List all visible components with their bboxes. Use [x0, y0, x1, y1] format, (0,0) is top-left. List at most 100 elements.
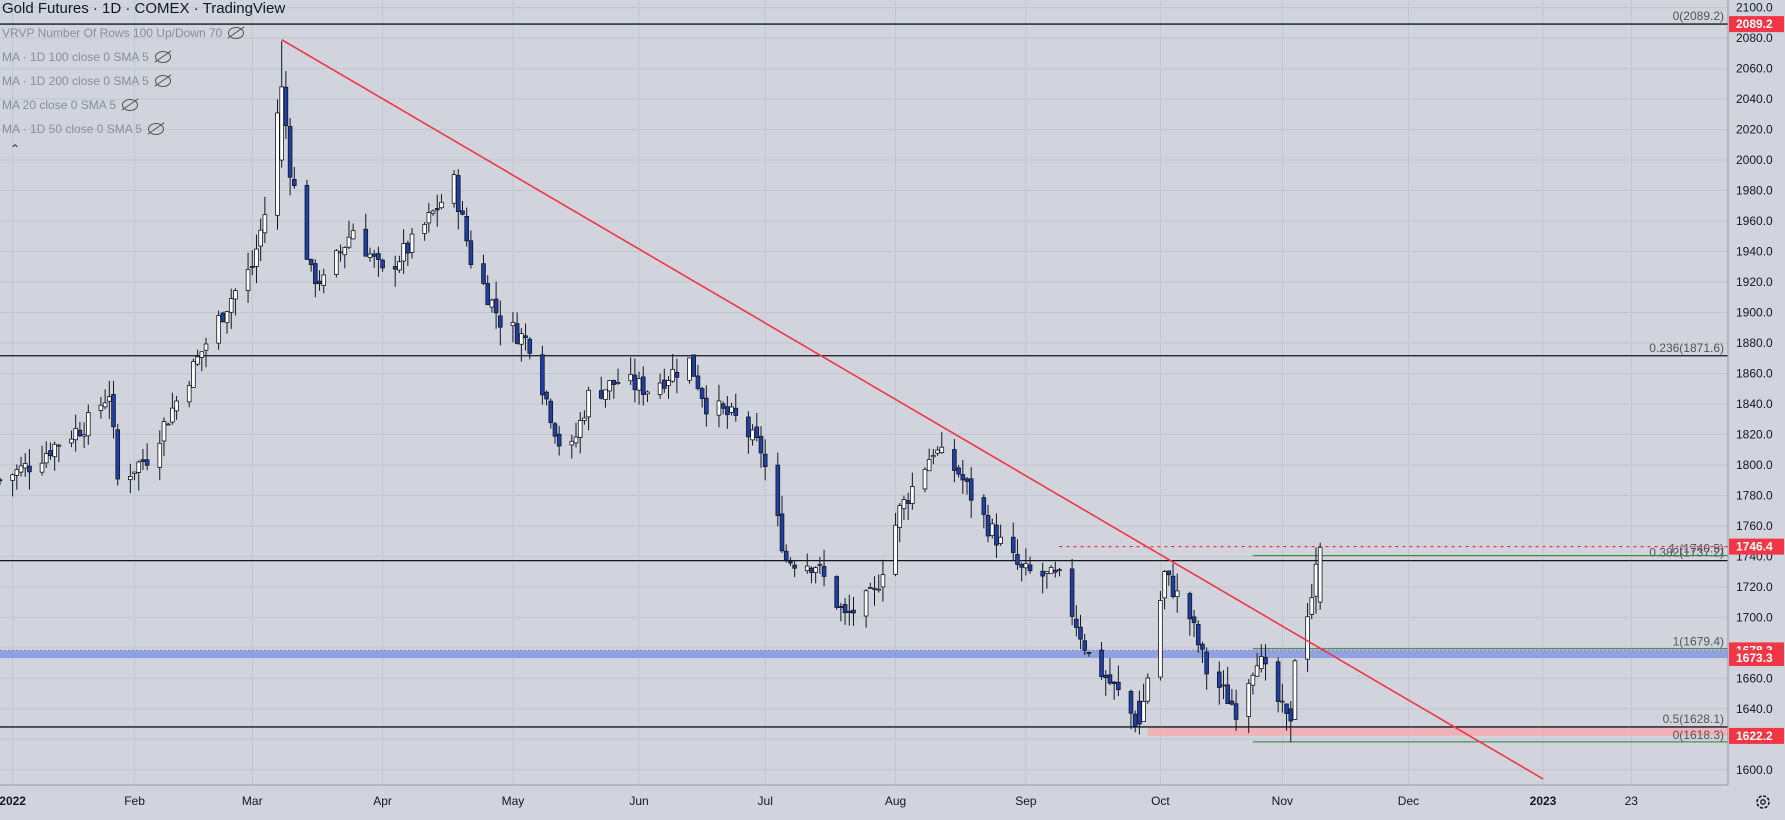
candle-up[interactable] — [657, 382, 663, 395]
candle-down[interactable] — [115, 429, 121, 480]
candle-down[interactable] — [405, 242, 411, 254]
candle-up[interactable] — [750, 429, 755, 441]
candle-up[interactable] — [817, 563, 823, 566]
candle-down[interactable] — [27, 465, 32, 473]
candle-down[interactable] — [144, 459, 150, 466]
candle-up[interactable] — [1048, 567, 1054, 575]
candle-up[interactable] — [191, 361, 196, 388]
candle-down[interactable] — [220, 312, 226, 322]
candle-down[interactable] — [283, 86, 289, 127]
indicator-ma-50[interactable]: MA · 1D 50 close 0 SMA 5 — [2, 122, 165, 136]
candle-down[interactable] — [994, 524, 999, 546]
candle-down[interactable] — [1116, 681, 1121, 691]
candle-down[interactable] — [746, 416, 751, 438]
candle-up[interactable] — [136, 461, 142, 473]
candle-down[interactable] — [704, 397, 709, 415]
candle-up[interactable] — [1259, 656, 1264, 670]
candle-up[interactable] — [102, 402, 108, 408]
candle-down[interactable] — [1086, 651, 1092, 654]
candle-down[interactable] — [1195, 623, 1201, 646]
candle-up[interactable] — [813, 567, 818, 573]
candle-up[interactable] — [901, 499, 907, 510]
candle-up[interactable] — [439, 201, 444, 209]
candle-up[interactable] — [258, 229, 263, 247]
candle-down[interactable] — [468, 240, 474, 266]
candle-up[interactable] — [1250, 674, 1256, 686]
candle-down[interactable] — [695, 375, 701, 389]
candle-up[interactable] — [804, 565, 810, 572]
candle-down[interactable] — [1069, 568, 1075, 617]
candle-down[interactable] — [725, 406, 730, 416]
candle-down[interactable] — [548, 400, 554, 424]
price-tag[interactable] — [1729, 650, 1784, 667]
candle-up[interactable] — [573, 436, 579, 444]
candle-up[interactable] — [876, 588, 882, 591]
candle-up[interactable] — [409, 233, 415, 253]
candle-up[interactable] — [98, 404, 104, 411]
candle-up[interactable] — [586, 389, 591, 418]
candle-up[interactable] — [603, 389, 608, 400]
candle-up[interactable] — [582, 417, 587, 421]
candle-down[interactable] — [964, 478, 970, 482]
candle-up[interactable] — [132, 471, 137, 475]
candle-down[interactable] — [632, 374, 638, 391]
candle-down[interactable] — [720, 403, 726, 409]
candle-down[interactable] — [842, 604, 848, 614]
candle-down[interactable] — [956, 467, 961, 475]
candle-down[interactable] — [754, 426, 760, 438]
price-tag[interactable] — [1729, 16, 1784, 33]
candle-down[interactable] — [674, 371, 680, 378]
candle-down[interactable] — [775, 464, 781, 517]
candle-down[interactable] — [376, 253, 381, 260]
candle-down[interactable] — [1078, 626, 1083, 640]
price-axis[interactable] — [1728, 0, 1785, 815]
candle-down[interactable] — [493, 298, 499, 314]
candle-up[interactable] — [1221, 684, 1226, 687]
candle-down[interactable] — [846, 610, 852, 613]
candle-up[interactable] — [52, 443, 57, 458]
candle-down[interactable] — [317, 280, 322, 285]
candle-down[interactable] — [788, 561, 793, 564]
candle-up[interactable] — [1309, 597, 1315, 615]
candle-up[interactable] — [716, 400, 722, 416]
candle-up[interactable] — [107, 396, 112, 402]
candle-up[interactable] — [607, 380, 612, 392]
gear-icon[interactable] — [1756, 795, 1770, 809]
candle-down[interactable] — [0, 479, 3, 482]
candle-up[interactable] — [350, 230, 356, 240]
candle-down[interactable] — [249, 266, 255, 269]
candle-up[interactable] — [430, 210, 436, 214]
candle-up[interactable] — [628, 373, 633, 382]
candle-down[interactable] — [1229, 700, 1235, 705]
candle-up[interactable] — [56, 444, 62, 447]
candle-up[interactable] — [10, 474, 15, 481]
candle-up[interactable] — [86, 412, 91, 437]
candle-down[interactable] — [363, 228, 369, 257]
candle-up[interactable] — [186, 384, 192, 403]
candle-up[interactable] — [1313, 563, 1319, 597]
candle-up[interactable] — [1023, 562, 1029, 569]
candle-up[interactable] — [224, 311, 230, 324]
price-tag[interactable] — [1729, 727, 1784, 744]
candle-up[interactable] — [14, 469, 20, 476]
indicator-ma-20[interactable]: MA 20 close 0 SMA 5 — [2, 98, 139, 112]
candle-up[interactable] — [989, 523, 995, 536]
candle-down[interactable] — [1191, 616, 1197, 624]
candle-down[interactable] — [821, 566, 827, 577]
candle-up[interactable] — [926, 459, 932, 472]
candle-down[interactable] — [1233, 703, 1239, 720]
candle-down[interactable] — [1275, 661, 1281, 702]
candle-down[interactable] — [1103, 674, 1109, 679]
candle-down[interactable] — [380, 259, 385, 269]
candle-down[interactable] — [952, 449, 957, 471]
candle-up[interactable] — [519, 333, 524, 345]
candle-down[interactable] — [968, 478, 974, 501]
candle-down[interactable] — [540, 354, 545, 396]
candle-down[interactable] — [308, 258, 314, 265]
candle-down[interactable] — [1284, 703, 1289, 714]
candle-up[interactable] — [228, 298, 234, 313]
candle-up[interactable] — [939, 446, 945, 454]
candle-up[interactable] — [342, 247, 348, 256]
candle-up[interactable] — [893, 524, 898, 575]
